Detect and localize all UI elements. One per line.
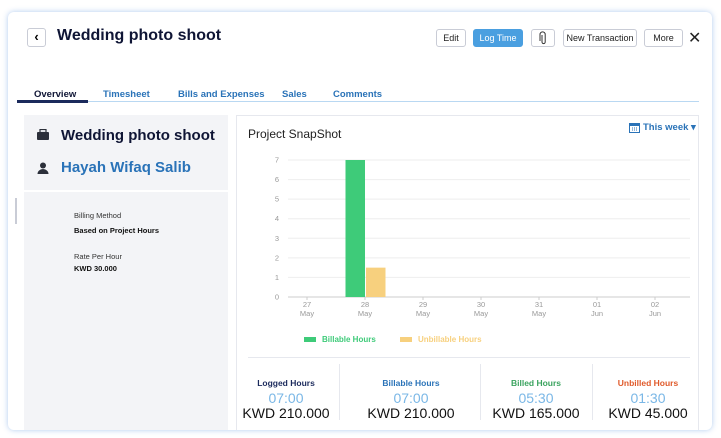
x-tick-label: 31 May xyxy=(531,300,547,318)
period-text[interactable]: This week xyxy=(643,122,689,133)
tab-bar-line xyxy=(17,101,699,102)
log-time-button[interactable]: Log Time xyxy=(473,29,523,47)
tab[interactable]: Timesheet xyxy=(103,89,150,100)
x-tick-label: 02 Jun xyxy=(648,300,662,318)
bar xyxy=(345,160,365,297)
summary-separator xyxy=(592,364,593,420)
summary-amount: KWD 45.000 xyxy=(608,405,688,421)
legend-label: Billable Hours xyxy=(322,335,376,344)
person-icon xyxy=(37,162,49,174)
y-tick-label: 0 xyxy=(275,293,279,302)
x-tick-label: 28 May xyxy=(357,300,373,318)
summary-hours: 01:30 xyxy=(630,390,666,406)
legend-swatch xyxy=(304,337,316,342)
x-tick-label: 30 May xyxy=(473,300,489,318)
y-tick-label: 5 xyxy=(275,195,279,204)
summary-label: Unbilled Hours xyxy=(617,378,679,388)
tab[interactable]: Comments xyxy=(333,89,383,100)
summary-label: Billable Hours xyxy=(382,378,440,388)
summary-hours: 07:00 xyxy=(268,390,304,406)
active-tab-indicator xyxy=(17,100,88,103)
legend-label: Unbillable Hours xyxy=(418,335,482,344)
detail-label: Rate Per Hour xyxy=(74,252,122,261)
sidebar xyxy=(24,115,228,430)
detail-value: Based on Project Hours xyxy=(74,226,160,235)
scroll-indicator xyxy=(15,198,17,224)
more-button[interactable]: More xyxy=(644,29,683,47)
y-tick-label: 6 xyxy=(275,175,279,184)
close-button[interactable]: ✕ xyxy=(688,30,702,47)
back-button[interactable]: ‹ xyxy=(27,28,46,47)
legend-swatch xyxy=(400,337,412,342)
period-selector[interactable]: This week ▾ xyxy=(643,122,696,133)
x-tick-label: 01 Jun xyxy=(590,300,604,318)
x-tick-label: 29 May xyxy=(415,300,431,318)
tab[interactable]: Overview xyxy=(34,89,77,100)
attach-button[interactable] xyxy=(531,29,555,47)
summary-divider xyxy=(248,357,690,358)
customer-name[interactable]: Hayah Wifaq Salib xyxy=(61,159,191,176)
tab[interactable]: Bills and Expenses xyxy=(178,89,265,100)
x-tick-label: 27 May xyxy=(299,300,315,318)
calendar-icon xyxy=(629,123,640,133)
y-tick-label: 2 xyxy=(275,253,279,262)
summary-label: Logged Hours xyxy=(257,378,315,388)
y-tick-label: 3 xyxy=(275,234,279,243)
snapshot-panel xyxy=(236,115,699,430)
summary-amount: KWD 210.000 xyxy=(242,405,330,421)
y-tick-label: 1 xyxy=(275,273,279,282)
tab[interactable]: Sales xyxy=(282,89,307,100)
sidebar-divider xyxy=(24,190,228,192)
summary-hours: 05:30 xyxy=(518,390,554,406)
briefcase-icon xyxy=(37,129,49,140)
bar xyxy=(366,267,386,297)
paperclip-icon xyxy=(539,31,546,45)
new-transaction-button[interactable]: New Transaction xyxy=(563,29,637,47)
edit-button[interactable]: Edit xyxy=(436,29,466,47)
summary-separator xyxy=(480,364,481,420)
summary-hours: 07:00 xyxy=(393,390,429,406)
summary-label: Billed Hours xyxy=(510,378,562,388)
summary-separator xyxy=(339,364,340,420)
detail-label: Billing Method xyxy=(74,211,122,220)
y-tick-label: 7 xyxy=(275,156,279,165)
summary-amount: KWD 210.000 xyxy=(367,405,455,421)
detail-value: KWD 30.000 xyxy=(74,264,117,273)
page-title: Wedding photo shoot xyxy=(57,27,222,44)
summary-amount: KWD 165.000 xyxy=(492,405,580,421)
project-name: Wedding photo shoot xyxy=(61,127,215,144)
snapshot-title: Project SnapShot xyxy=(248,127,342,141)
y-tick-label: 4 xyxy=(275,214,279,223)
